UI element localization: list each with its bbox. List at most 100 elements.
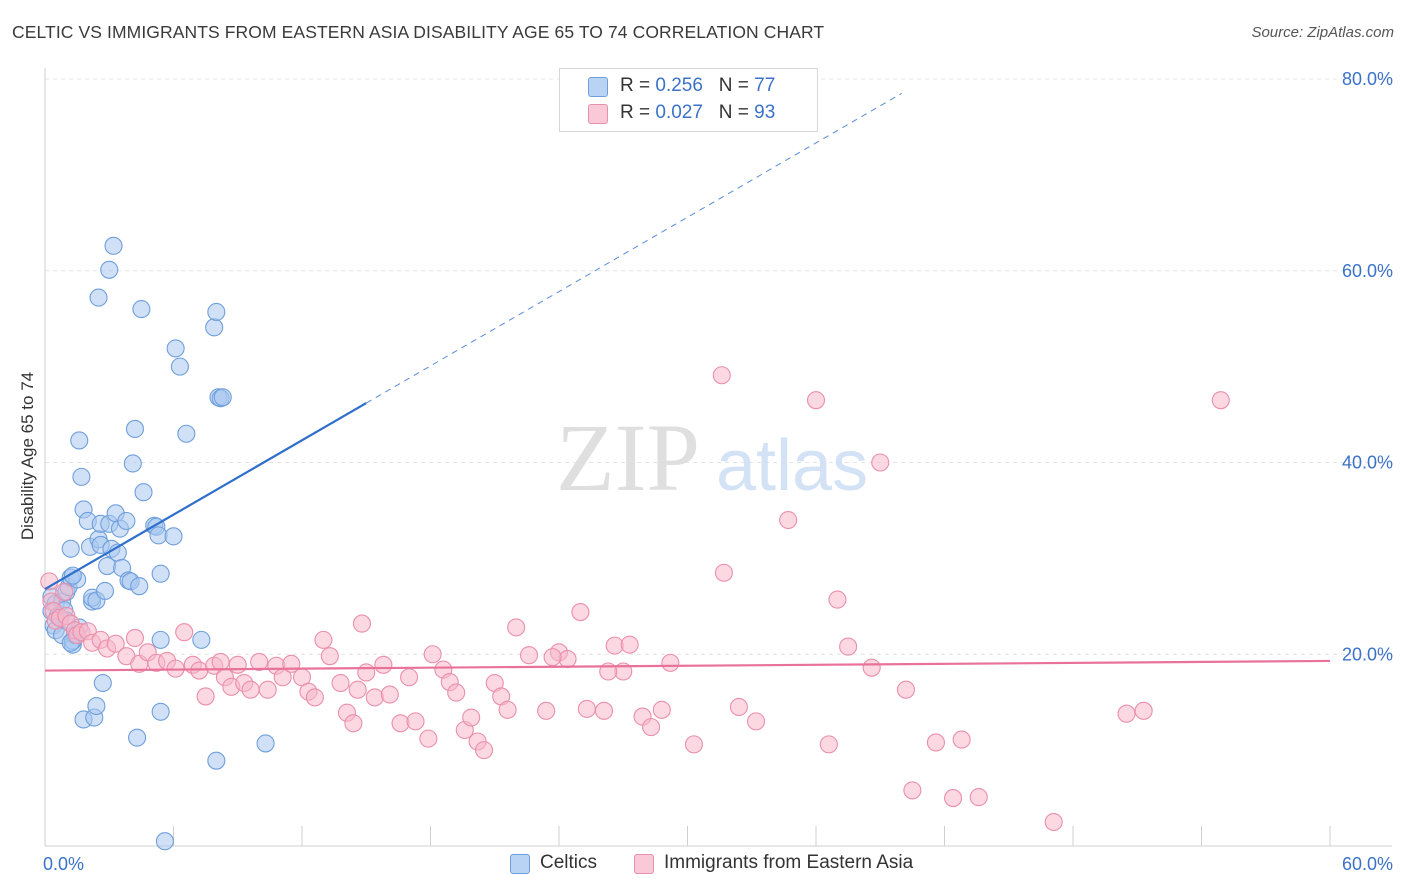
- asia-point: [1134, 701, 1153, 720]
- celtics-point: [151, 630, 170, 649]
- gridlines: [45, 78, 1392, 655]
- asia-point: [462, 708, 481, 727]
- asia-point: [537, 701, 556, 720]
- watermark: ZIP atlas: [556, 404, 868, 511]
- x-tick-label: 60.0%: [1342, 854, 1393, 874]
- asia-point: [211, 652, 230, 671]
- celtics-point: [95, 581, 115, 601]
- celtics-trend-line: [44, 402, 367, 591]
- asia-point: [190, 661, 209, 680]
- legend-r-value: 0.027: [655, 102, 703, 123]
- asia-point: [241, 680, 260, 699]
- legend-n-label: N =: [718, 75, 755, 96]
- asia-point: [55, 582, 74, 601]
- asia-point: [228, 655, 247, 674]
- asia-point: [944, 789, 963, 808]
- asia-point: [746, 712, 766, 731]
- watermark-atlas: atlas: [716, 426, 868, 506]
- asia-point: [258, 680, 277, 699]
- bottom-legend-swatch-asia: [634, 854, 654, 874]
- asia-point: [498, 700, 517, 719]
- celtics-point: [192, 630, 211, 649]
- asia-point: [558, 649, 577, 669]
- asia-point: [391, 714, 410, 733]
- legend-r-label: R =: [620, 102, 656, 123]
- asia-point: [320, 647, 339, 666]
- asia-trend-line: [44, 659, 1331, 672]
- celtics-point: [104, 236, 123, 255]
- legend-swatch-celtics: [588, 77, 608, 97]
- legend-r-label: R =: [620, 75, 656, 96]
- asia-point: [447, 683, 466, 702]
- asia-point: [1117, 704, 1136, 723]
- asia-point: [423, 645, 442, 664]
- asia-point: [642, 718, 661, 737]
- asia-point: [348, 680, 367, 699]
- trend-lines: [44, 92, 1331, 672]
- celtics-point: [87, 696, 106, 716]
- legend-swatch-asia: [588, 104, 608, 124]
- asia-point: [196, 687, 215, 706]
- asia-point: [684, 735, 703, 754]
- legend-text-asia: R = 0.027 N = 93: [620, 102, 775, 124]
- asia-point: [896, 680, 916, 699]
- asia-point: [380, 685, 399, 704]
- celtics-point: [93, 673, 112, 693]
- y-axis-label: Disability Age 65 to 74: [18, 371, 37, 541]
- legend: R = 0.256 N = 77 R = 0.027 N = 93: [559, 68, 818, 132]
- celtics-point: [125, 419, 144, 438]
- celtics-point: [207, 302, 226, 322]
- asia-point: [594, 701, 614, 720]
- legend-n-label: N =: [718, 102, 755, 123]
- celtics-point: [128, 728, 147, 747]
- celtics-point: [155, 832, 174, 851]
- asia-point: [969, 788, 988, 807]
- y-tick-label: 80.0%: [1342, 69, 1393, 89]
- asia-point: [175, 623, 194, 642]
- bottom-legend-swatch-celtics: [510, 854, 530, 874]
- tick-labels: 20.0% 40.0% 60.0% 80.0% 0.0% 60.0%: [43, 69, 1393, 874]
- asia-point: [507, 618, 526, 637]
- asia-point: [125, 628, 144, 648]
- asia-point: [357, 663, 376, 682]
- asia-point: [1211, 391, 1230, 410]
- watermark-zip: ZIP: [556, 404, 700, 511]
- bottom-legend-label-celtics: Celtics: [540, 852, 598, 873]
- asia-point: [806, 391, 826, 410]
- asia-point: [543, 648, 562, 667]
- celtics-trend-extension: [365, 92, 902, 404]
- celtics-point: [132, 300, 151, 319]
- bottom-legend-label-asia: Immigrants from Eastern Asia: [664, 852, 914, 873]
- asia-point: [712, 366, 731, 385]
- asia-point: [819, 735, 838, 754]
- celtics-point: [205, 318, 224, 337]
- legend-n-value: 93: [754, 102, 776, 123]
- asia-point: [661, 653, 680, 672]
- y-tick-label: 20.0%: [1342, 644, 1393, 664]
- asia-point: [926, 733, 945, 752]
- asia-point: [331, 673, 350, 693]
- celtics-point: [164, 527, 183, 546]
- asia-point: [519, 646, 539, 665]
- celtics-point: [166, 339, 185, 358]
- asia-point: [605, 636, 624, 655]
- asia-point: [352, 614, 372, 633]
- celtics-point: [72, 467, 91, 486]
- asia-point: [577, 699, 596, 718]
- asia-point: [871, 453, 890, 472]
- asia-point: [652, 700, 671, 719]
- asia-point: [314, 630, 333, 649]
- asia-point: [474, 741, 494, 760]
- asia-point: [400, 668, 419, 687]
- asia-point: [106, 634, 125, 653]
- y-tick-label: 40.0%: [1342, 453, 1393, 473]
- asia-point: [903, 781, 922, 800]
- asia-point: [365, 688, 384, 707]
- asia-point: [828, 590, 847, 609]
- data-points: [40, 236, 1230, 851]
- asia-point: [1044, 812, 1063, 832]
- asia-point: [406, 712, 425, 731]
- asia-point: [952, 730, 971, 749]
- asia-point: [374, 655, 393, 674]
- celtics-point: [213, 388, 232, 407]
